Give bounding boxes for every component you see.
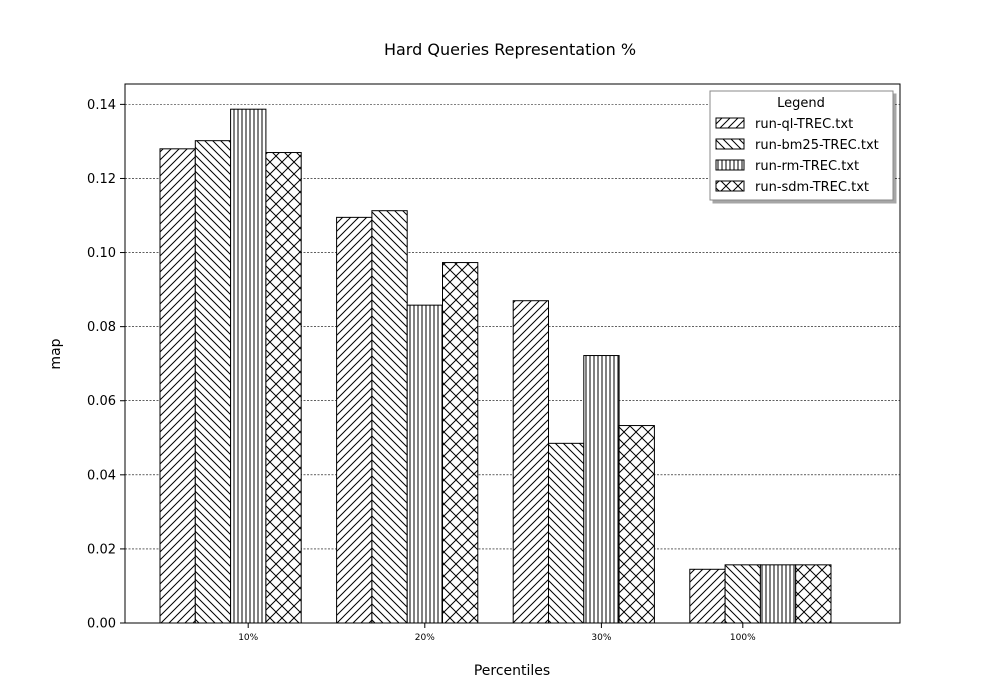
legend-swatch — [715, 117, 745, 129]
bar-4-2 — [442, 262, 479, 624]
plot-frame — [124, 83, 901, 624]
bar-1-4 — [689, 568, 726, 624]
legend-swatch — [715, 180, 745, 192]
y-tick-label: 0.00 — [87, 617, 116, 632]
y-tick-label: 0.14 — [87, 98, 116, 113]
y-axis-ticks: 0.00 0.02 0.04 0.06 0.08 0.10 0.12 0.14 — [87, 98, 125, 632]
legend-label: run-ql-TREC.txt — [755, 117, 853, 132]
y-tick-label: 0.04 — [87, 468, 116, 483]
bar-3-4 — [759, 564, 797, 624]
bars — [159, 108, 832, 624]
y-axis-label: map — [48, 338, 64, 369]
bar-3-2 — [406, 304, 444, 624]
bar-2-1 — [194, 140, 232, 624]
x-tick-label: 100% — [730, 633, 756, 643]
bar-2-3 — [548, 442, 585, 624]
legend-swatch — [715, 159, 745, 171]
x-tick-label: 20% — [415, 633, 435, 643]
y-tick-label: 0.12 — [87, 172, 116, 187]
y-tick-label: 0.10 — [87, 246, 116, 261]
chart-title: Hard Queries Representation % — [384, 40, 636, 59]
bar-4-4 — [795, 564, 832, 624]
bar-3-3 — [583, 355, 620, 624]
y-tick-label: 0.02 — [87, 542, 116, 557]
bar-4-1 — [265, 152, 302, 624]
x-axis-ticks: 10% 20% 30% 100% — [238, 623, 756, 643]
bar-1-2 — [336, 216, 373, 624]
legend-label: run-sdm-TREC.txt — [755, 180, 869, 195]
legend-title: Legend — [777, 96, 825, 111]
bar-2-4 — [724, 564, 761, 624]
bar-1-3 — [512, 300, 550, 624]
bar-2-2 — [371, 210, 408, 624]
y-tick-label: 0.08 — [87, 320, 116, 335]
bar-1-1 — [159, 148, 196, 624]
x-tick-label: 10% — [238, 633, 258, 643]
legend-label: run-rm-TREC.txt — [755, 159, 859, 174]
x-tick-label: 30% — [591, 633, 611, 643]
bar-4-3 — [618, 425, 655, 624]
legend-label: run-bm25-TREC.txt — [755, 138, 879, 153]
legend-swatch — [715, 138, 745, 150]
y-tick-label: 0.06 — [87, 394, 116, 409]
x-axis-label: Percentiles — [474, 663, 550, 679]
bar-3-1 — [230, 108, 267, 624]
legend: Legend run-ql-TREC.txt run-bm25-TREC.txt r… — [709, 90, 894, 201]
